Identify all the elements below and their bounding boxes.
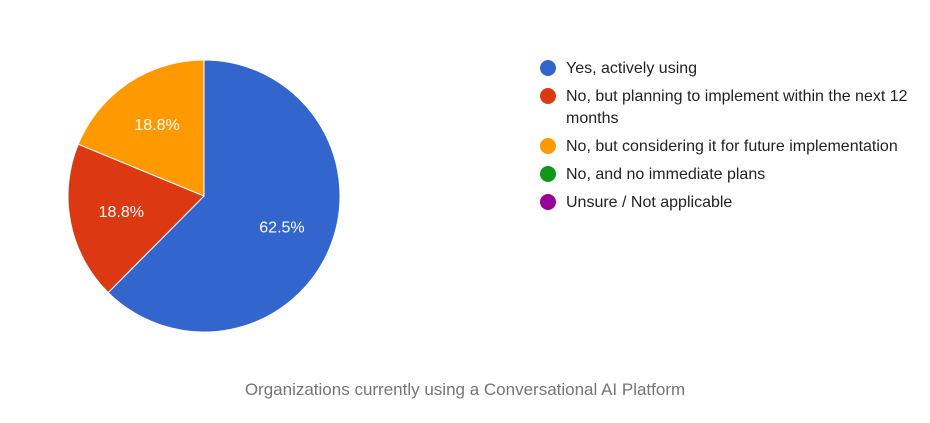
legend-item-3: No, and no immediate plans — [540, 164, 920, 186]
chart-title: Organizations currently using a Conversa… — [244, 380, 686, 399]
pie-slice-1 — [67, 143, 205, 294]
legend-item-0: Yes, actively using — [540, 58, 920, 80]
legend-item-4: Unsure / Not applicable — [540, 192, 920, 214]
pie-slices — [67, 59, 341, 333]
chart-legend: Yes, actively using No, but planning to i… — [540, 58, 920, 220]
legend-swatch-icon — [540, 194, 556, 210]
legend-label: No, and no immediate plans — [566, 166, 766, 183]
pie-value-labels: 62.5% 18.8% 18.8% — [99, 117, 305, 236]
legend-swatch-icon — [540, 138, 556, 154]
legend-label: Yes, actively using — [566, 60, 698, 77]
legend-swatch-icon — [540, 60, 556, 76]
legend-item-1: No, but planning to implement within the… — [540, 86, 920, 130]
legend-label: Unsure / Not applicable — [566, 194, 733, 211]
legend-swatch-icon — [540, 88, 556, 104]
legend-label: No, but considering it for future implem… — [566, 138, 898, 155]
pie-slice-2 — [77, 59, 205, 197]
legend-label: No, but planning to implement within the… — [566, 88, 908, 127]
slice-value-label-0: 62.5% — [259, 219, 304, 236]
slice-value-label-2: 18.8% — [134, 117, 179, 134]
pie-slice-0 — [107, 59, 341, 333]
legend-item-2: No, but considering it for future implem… — [540, 136, 920, 158]
legend-swatch-icon — [540, 166, 556, 182]
slice-value-label-1: 18.8% — [99, 204, 144, 221]
